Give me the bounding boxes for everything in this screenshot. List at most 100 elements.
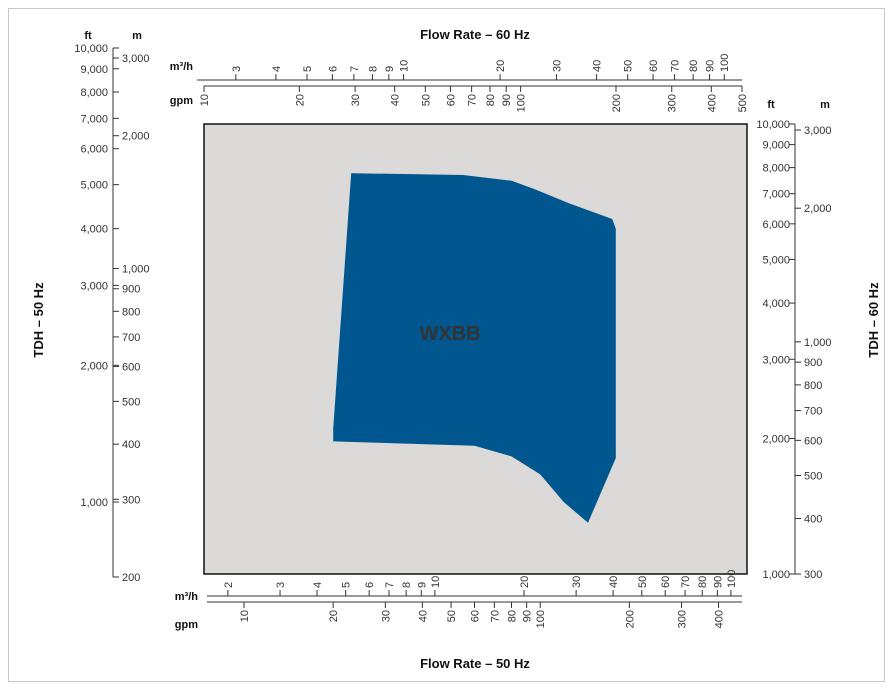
- top-gpm-tick-label: 300: [667, 94, 679, 112]
- left-m-tick-label: 300: [122, 494, 140, 506]
- left-ft-tick-label: 2,000: [80, 360, 108, 372]
- right-ft-tick-label: 1,000: [762, 569, 790, 581]
- top-m3h-unit: m³/h: [170, 61, 194, 73]
- left-ft-tick-label: 9,000: [80, 64, 108, 76]
- bottom-m3h-unit: m³/h: [175, 591, 199, 603]
- left-ft-tick-label: 10,000: [74, 43, 108, 55]
- bottom-m3h-tick-label: 4: [312, 582, 324, 588]
- top-gpm-tick-label: 500: [737, 94, 749, 112]
- bottom-gpm-tick-label: 50: [446, 610, 458, 622]
- right-ft-tick-label: 4,000: [762, 298, 790, 310]
- top-gpm-tick-label: 20: [294, 94, 306, 106]
- bottom-m3h-tick-label: 100: [726, 570, 738, 588]
- top-m3h-tick-label: 6: [327, 66, 339, 72]
- left-m-tick-label: 900: [122, 284, 140, 296]
- top-gpm-tick-label: 10: [199, 94, 211, 106]
- top-m3h-tick-label: 50: [623, 60, 635, 72]
- right-ft-tick-label: 3,000: [762, 354, 790, 366]
- top-m3h-tick-label: 3: [231, 66, 243, 72]
- bottom-m3h-tick-label: 80: [697, 576, 709, 588]
- right-m-tick-label: 500: [804, 470, 822, 482]
- top-m3h-tick-label: 20: [495, 60, 507, 72]
- right-ft-tick-label: 9,000: [762, 140, 790, 152]
- left-m-tick-label: 3,000: [122, 53, 150, 65]
- bottom-gpm-tick-label: 40: [417, 610, 429, 622]
- bottom-gpm-tick-label: 300: [677, 610, 689, 628]
- top-gpm-tick-label: 90: [501, 94, 513, 106]
- bottom-gpm-tick-label: 70: [489, 610, 501, 622]
- chart-frame: [8, 8, 885, 682]
- left-ft-tick-label: 1,000: [80, 497, 108, 509]
- right-ft-tick-label: 6,000: [762, 219, 790, 231]
- left-m-tick-label: 200: [122, 572, 140, 584]
- top-m3h-tick-label: 7: [349, 66, 361, 72]
- bottom-m3h-tick-label: 30: [571, 576, 583, 588]
- top-m3h-tick-label: 40: [592, 60, 604, 72]
- left-ft-tick-label: 5,000: [80, 180, 108, 192]
- left-ft-tick-label: 3,000: [80, 280, 108, 292]
- right-ft-tick-label: 5,000: [762, 254, 790, 266]
- right-m-tick-label: 1,000: [804, 337, 832, 349]
- right-m-tick-label: 800: [804, 380, 822, 392]
- right-m-tick-label: 400: [804, 514, 822, 526]
- right-m-tick-label: 3,000: [804, 125, 832, 137]
- top-m3h-tick-label: 9: [384, 66, 396, 72]
- bottom-gpm-tick-label: 10: [239, 610, 251, 622]
- top-m3h-tick-label: 10: [399, 60, 411, 72]
- right-m-unit: m: [820, 99, 830, 111]
- bottom-gpm-tick-label: 400: [714, 610, 726, 628]
- bottom-m3h-tick-label: 90: [712, 576, 724, 588]
- bottom-m3h-tick-label: 8: [401, 582, 413, 588]
- top-m3h-tick-label: 70: [670, 60, 682, 72]
- left-ft-tick-label: 8,000: [80, 87, 108, 99]
- bottom-m3h-tick-label: 20: [519, 576, 531, 588]
- top-m3h-tick-label: 5: [302, 66, 314, 72]
- bottom-m3h-tick-label: 2: [223, 582, 235, 588]
- left-m-tick-label: 500: [122, 396, 140, 408]
- bottom-title: Flow Rate – 50 Hz: [420, 656, 530, 671]
- bottom-gpm-tick-label: 90: [522, 610, 534, 622]
- right-ft-tick-label: 8,000: [762, 163, 790, 175]
- left-m-tick-label: 700: [122, 332, 140, 344]
- wxbb-region: [333, 173, 616, 523]
- left-title: TDH – 50 Hz: [31, 282, 46, 358]
- bottom-gpm-tick-label: 100: [535, 610, 547, 628]
- top-gpm-tick-label: 200: [611, 94, 623, 112]
- top-m3h-tick-label: 60: [648, 60, 660, 72]
- right-ft-tick-label: 7,000: [762, 189, 790, 201]
- bottom-gpm-tick-label: 60: [470, 610, 482, 622]
- top-gpm-tick-label: 50: [420, 94, 432, 106]
- left-m-tick-label: 1,000: [122, 264, 150, 276]
- top-gpm-tick-label: 100: [516, 94, 528, 112]
- top-m3h-tick-label: 8: [367, 66, 379, 72]
- bottom-m3h-tick-label: 70: [680, 576, 692, 588]
- top-m3h-tick-label: 90: [705, 60, 717, 72]
- bottom-m3h-tick-label: 5: [341, 582, 353, 588]
- top-gpm-unit: gpm: [170, 95, 193, 107]
- bottom-m3h-tick-label: 6: [364, 582, 376, 588]
- region-label: WXBB: [419, 323, 480, 345]
- bottom-gpm-unit: gpm: [175, 619, 198, 631]
- bottom-m3h-tick-label: 50: [637, 576, 649, 588]
- bottom-gpm-tick-label: 30: [380, 610, 392, 622]
- right-ft-tick-label: 2,000: [762, 434, 790, 446]
- left-m-tick-label: 800: [122, 306, 140, 318]
- top-m3h-tick-label: 80: [688, 60, 700, 72]
- bottom-m3h-tick-label: 60: [660, 576, 672, 588]
- bottom-gpm-tick-label: 200: [624, 610, 636, 628]
- top-gpm-tick-label: 40: [390, 94, 402, 106]
- top-gpm-tick-label: 80: [485, 94, 497, 106]
- right-m-tick-label: 600: [804, 435, 822, 447]
- right-m-tick-label: 900: [804, 357, 822, 369]
- top-m3h-tick-label: 30: [552, 60, 564, 72]
- left-m-tick-label: 600: [122, 361, 140, 373]
- top-gpm-tick-label: 60: [445, 94, 457, 106]
- top-gpm-tick-label: 70: [467, 94, 479, 106]
- right-ft-tick-label: 10,000: [756, 119, 790, 131]
- left-m-tick-label: 2,000: [122, 131, 150, 143]
- left-ft-tick-label: 7,000: [80, 113, 108, 125]
- bottom-m3h-tick-label: 40: [608, 576, 620, 588]
- top-gpm-tick-label: 400: [706, 94, 718, 112]
